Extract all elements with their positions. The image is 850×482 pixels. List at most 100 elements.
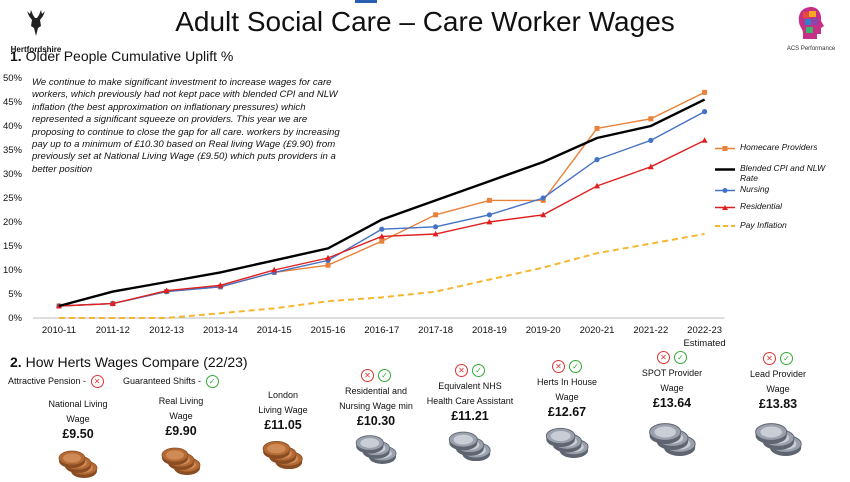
page-title: Adult Social Care – Care Worker Wages bbox=[175, 6, 675, 37]
stag-icon bbox=[27, 10, 45, 36]
x-tick-label: 2015-16 bbox=[311, 325, 346, 336]
data-point-nursing bbox=[379, 226, 385, 232]
silver-coin-stack-icon bbox=[754, 423, 802, 456]
data-point-nursing bbox=[702, 109, 708, 115]
bronze-coin-stack-icon bbox=[161, 447, 201, 475]
x-tick-label: 2012-13 bbox=[149, 325, 184, 336]
y-tick-label: 35% bbox=[3, 145, 23, 156]
wage-label-line2: Wage bbox=[66, 414, 90, 424]
head-mosaic-icon bbox=[798, 7, 824, 39]
data-point-residential bbox=[378, 233, 385, 239]
data-point-nursing bbox=[433, 224, 439, 230]
legend-swatch bbox=[715, 225, 735, 227]
silver-coin-stack-icon bbox=[648, 423, 696, 456]
x-tick-sublabel: Estimated bbox=[683, 338, 725, 349]
top-accent-bar bbox=[355, 0, 377, 3]
y-tick-label: 25% bbox=[3, 193, 23, 204]
section1-title: Older People Cumulative Uplift % bbox=[25, 48, 234, 64]
data-point-residential bbox=[271, 266, 278, 273]
wage-price: £13.83 bbox=[758, 397, 798, 411]
silver-coin-stack-icon bbox=[355, 435, 397, 464]
hertfordshire-logo: Hertfordshire bbox=[6, 8, 66, 60]
pension-tag: Attractive Pension - ✕ bbox=[8, 375, 106, 388]
y-tick-label: 0% bbox=[8, 313, 22, 324]
cross-icon: ✕ bbox=[763, 352, 776, 366]
x-tick-label: 2013-14 bbox=[203, 325, 238, 336]
data-point-homecare bbox=[648, 116, 654, 122]
wage-item: National Living Wage £9.50 bbox=[13, 397, 143, 442]
data-point-nursing bbox=[540, 195, 546, 201]
data-point-residential bbox=[109, 300, 116, 306]
wage-item: ✕ ✓ Lead Provider Wage £13.83 bbox=[713, 351, 843, 412]
check-icon: ✓ bbox=[674, 351, 687, 365]
wage-price: £11.21 bbox=[451, 409, 489, 423]
cross-icon: ✕ bbox=[455, 364, 468, 378]
chart-annotation-text: We continue to make significant investme… bbox=[32, 77, 340, 175]
wage-item: ✕ ✓ Herts In House Wage £12.67 bbox=[502, 359, 632, 420]
legend-label: Homecare Providers bbox=[740, 142, 818, 152]
x-tick-label: 2011-12 bbox=[96, 325, 130, 336]
data-point-nursing bbox=[486, 212, 492, 218]
data-point-residential bbox=[594, 182, 600, 189]
section2-number: 2. bbox=[10, 354, 22, 370]
x-tick-label: 2022-23 bbox=[687, 325, 722, 336]
wage-label-line1: Residential and bbox=[344, 386, 408, 396]
acs-performance-logo: ACS Performance bbox=[778, 6, 844, 52]
x-tick-label: 2020-21 bbox=[580, 325, 615, 336]
wage-label-line1: SPOT Provider bbox=[641, 368, 703, 378]
x-tick-label: 2019-20 bbox=[526, 325, 561, 336]
wage-label-line2: Wage bbox=[169, 411, 193, 421]
shifts-tag: Guaranteed Shifts - ✓ bbox=[123, 375, 221, 388]
cross-icon: ✕ bbox=[361, 369, 374, 383]
wage-price: £13.64 bbox=[652, 396, 692, 410]
section2-title: How Herts Wages Compare (22/23) bbox=[25, 354, 248, 370]
wage-label-line1: National Living bbox=[48, 399, 108, 409]
y-tick-label: 10% bbox=[3, 265, 23, 276]
x-tick-label: 2018-19 bbox=[472, 325, 507, 336]
wage-benefit-icons: ✕ ✓ bbox=[405, 363, 535, 378]
legend-label: Blended CPI and NLW Rate bbox=[740, 163, 826, 183]
wage-benefit-icons: ✕ ✓ bbox=[502, 359, 632, 374]
pension-tag-label: Attractive Pension - bbox=[8, 375, 87, 386]
data-point-residential bbox=[486, 218, 493, 225]
wage-label-line1: Herts In House bbox=[536, 377, 598, 387]
bronze-coin-stack-icon bbox=[263, 440, 303, 470]
data-point-residential bbox=[217, 282, 224, 288]
y-tick-label: 5% bbox=[8, 289, 22, 300]
check-icon: ✓ bbox=[780, 352, 793, 366]
y-tick-label: 45% bbox=[3, 97, 23, 108]
cross-icon: ✕ bbox=[657, 351, 670, 365]
wage-label-line2: Living Wage bbox=[258, 405, 308, 415]
data-point-homecare bbox=[702, 89, 708, 95]
data-point-residential bbox=[163, 287, 170, 294]
wage-label-line1: Real Living bbox=[158, 396, 204, 406]
data-point-homecare bbox=[594, 125, 600, 131]
wage-price: £9.50 bbox=[62, 427, 94, 441]
right-logo-text: ACS Performance bbox=[786, 46, 836, 52]
legend-label: Pay Inflation bbox=[740, 220, 787, 230]
data-point-residential bbox=[647, 163, 654, 170]
wage-item: London Living Wage £11.05 bbox=[218, 388, 348, 433]
check-icon: ✓ bbox=[205, 375, 219, 388]
series-line-blended-cpi-and-nlw-rate bbox=[58, 98, 706, 308]
wage-item: ✕ ✓ Residential and Nursing Wage min £10.30 bbox=[311, 368, 441, 429]
y-tick-label: 40% bbox=[3, 121, 23, 132]
wage-label-line2: Wage bbox=[766, 384, 790, 394]
wage-item: ✕ ✓ Equivalent NHS Health Care Assistant £11… bbox=[405, 363, 535, 424]
data-point-homecare bbox=[486, 197, 492, 203]
wage-price: £9.90 bbox=[165, 424, 197, 438]
shifts-tag-label: Guaranteed Shifts - bbox=[123, 375, 202, 386]
check-icon: ✓ bbox=[378, 369, 391, 383]
x-tick-label: 2017-18 bbox=[418, 325, 453, 336]
data-point-residential bbox=[325, 254, 331, 261]
wage-label-line2: Wage bbox=[660, 383, 684, 393]
check-icon: ✓ bbox=[472, 364, 485, 378]
wage-label-line2: Health Care Assistant bbox=[426, 396, 514, 406]
wage-label-line2: Nursing Wage min bbox=[339, 401, 413, 411]
y-tick-label: 50% bbox=[3, 73, 23, 84]
wage-benefit-icons: ✕ ✓ bbox=[311, 368, 441, 383]
data-point-homecare bbox=[325, 262, 331, 268]
data-point-residential bbox=[432, 230, 439, 237]
data-point-nursing bbox=[648, 137, 654, 143]
y-tick-label: 30% bbox=[3, 169, 23, 180]
